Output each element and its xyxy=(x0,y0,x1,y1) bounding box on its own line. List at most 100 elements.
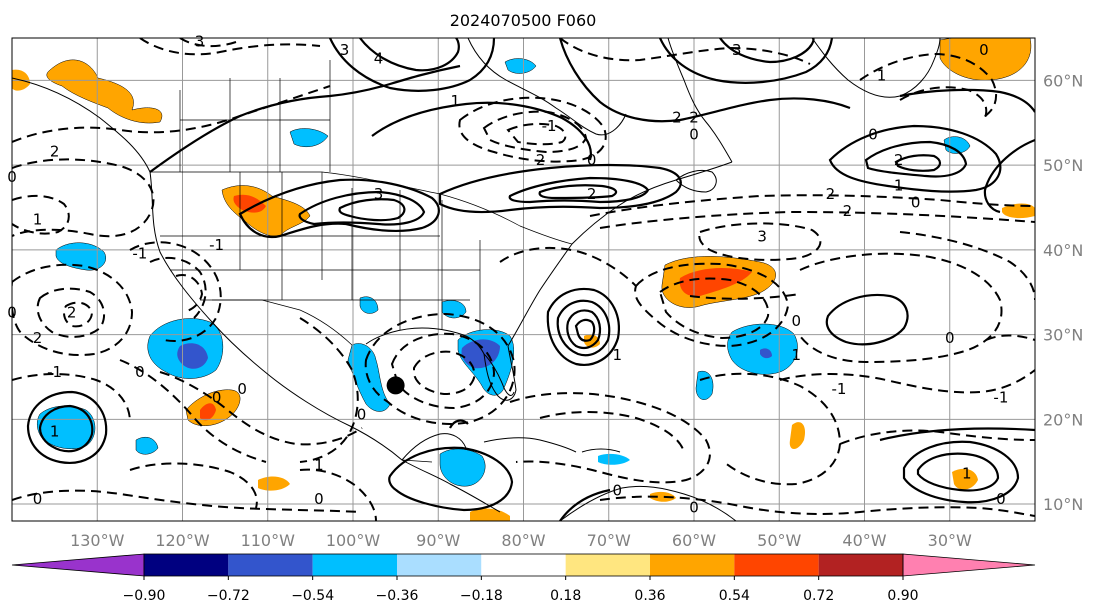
contour-value-label: 2 xyxy=(536,151,546,169)
latitude-label: 20°N xyxy=(1043,410,1083,429)
colorbar-outline xyxy=(143,553,904,577)
province-lines xyxy=(179,60,331,172)
contour-value-label: 3 xyxy=(757,227,767,245)
contour-dash-north-canada xyxy=(559,38,811,65)
contour-value-label: 2 xyxy=(67,304,77,322)
shade-strong-central-atlantic xyxy=(760,348,772,359)
contour-value-label: 1 xyxy=(792,346,802,364)
contour-value-label: 0 xyxy=(792,312,802,330)
contour-dash-mid-atlantic-2 xyxy=(689,293,1035,394)
shade-negative-mississippi xyxy=(359,296,379,314)
shade-negative-mexico-inland xyxy=(135,437,159,455)
contour-mid-atlantic-ring xyxy=(825,293,909,346)
contour-dash-pacific-nw-1 xyxy=(12,85,331,143)
shade-positive-greenland-east xyxy=(939,38,1032,81)
contour-value-label: 2 xyxy=(672,109,682,127)
coastline-south-america-north xyxy=(559,485,737,521)
contour-dash-gulf-ring-3 xyxy=(413,350,476,396)
longitude-label: 50°W xyxy=(757,531,801,550)
shade-strong-rockies xyxy=(233,194,266,213)
colorbar-segment xyxy=(734,554,819,576)
shade-negative-bahamas xyxy=(598,453,630,465)
contour-value-label: 0 xyxy=(911,193,921,211)
shade-positive-east-atlantic xyxy=(952,468,978,490)
coastline-cuba xyxy=(483,437,577,453)
contour-dash-east-us xyxy=(499,246,637,287)
contour-dash-south-band xyxy=(599,495,1035,517)
contour-value-label: 2 xyxy=(843,202,853,220)
contour-dash-mexico-1 xyxy=(159,371,363,446)
contour-labrador-3 xyxy=(558,38,851,123)
contour-value-label: 2 xyxy=(33,329,43,347)
contour-ridge-ring-3 xyxy=(338,198,406,222)
border-us-mexico xyxy=(212,299,353,346)
latitude-label: 50°N xyxy=(1043,156,1083,175)
contour-value-label: 0 xyxy=(613,482,623,500)
border-us-canada xyxy=(150,171,573,245)
shade-negative-hudson xyxy=(504,58,537,74)
contour-dash-pacific-west-1 xyxy=(12,263,134,356)
contour-dash-hudson-2 xyxy=(482,110,588,154)
contour-ridge-northwest xyxy=(149,64,461,173)
contour-ne-us-ring-2 xyxy=(508,176,650,204)
longitude-label: 90°W xyxy=(416,531,460,550)
contour-dash-mid-atlantic-1 xyxy=(799,252,1003,364)
colorbar-tick-label: 0.18 xyxy=(550,588,581,604)
longitude-label: 80°W xyxy=(501,531,545,550)
latitude-label: 60°N xyxy=(1043,71,1083,90)
colorbar-segment xyxy=(144,554,229,576)
contour-caribbean-south xyxy=(559,488,611,521)
contour-value-label: 0 xyxy=(357,405,367,423)
contour-value-label: 1 xyxy=(877,66,887,84)
map-area xyxy=(12,38,1035,521)
contour-value-label: -1 xyxy=(993,388,1008,406)
contour-value-label: 1 xyxy=(894,177,904,195)
contour-dash-greenland-2 xyxy=(899,86,988,121)
shade-positive-tropical-atlantic xyxy=(789,422,806,449)
storm-center-marker xyxy=(386,376,405,395)
contour-ridge-ring-2 xyxy=(298,190,426,226)
contour-value-label: 0 xyxy=(689,126,699,144)
coastline-yucatan xyxy=(401,433,467,461)
colorbar-segment xyxy=(818,554,903,576)
contour-value-label: -1 xyxy=(831,380,846,398)
coastline-florida xyxy=(483,353,515,396)
contour-value-label: 0 xyxy=(945,329,955,347)
coastline-hispaniola xyxy=(581,448,621,453)
contour-east-north xyxy=(899,88,1035,214)
contour-value-label: 1 xyxy=(33,210,43,228)
contour-dash-greenland-1 xyxy=(859,52,998,119)
colorbar-segment xyxy=(312,554,397,576)
contour-dash-atlantic-ring-1 xyxy=(698,222,822,261)
shaded-positive-regions xyxy=(12,38,1035,521)
shade-strong-baja xyxy=(200,403,216,421)
colorbar-tick-labels: −0.90 −0.72 −0.54 −0.36 −0.18 0.18 0.36 0.54 0.7… xyxy=(123,576,919,604)
contour-dash-caribbean-2 xyxy=(539,411,685,453)
contour-value-label: 4 xyxy=(374,49,384,67)
shade-negative-caribbean xyxy=(439,448,486,487)
contour-value-label: 0 xyxy=(135,363,145,381)
colorbar-segment xyxy=(228,554,313,576)
contours-negative xyxy=(12,38,1035,521)
latitude-label: 40°N xyxy=(1043,241,1083,260)
longitude-label: 40°W xyxy=(842,531,886,550)
contour-value-label: 3 xyxy=(340,41,350,59)
longitude-label: 110°W xyxy=(241,531,296,550)
shade-negative-canada-west xyxy=(289,128,329,147)
contour-dash-hudson-1 xyxy=(458,96,607,163)
longitude-label: 120°W xyxy=(155,531,210,550)
contour-value-label: 0 xyxy=(979,41,989,59)
contour-value-label: -1 xyxy=(47,363,62,381)
contour-value-label: 2 xyxy=(50,143,60,161)
contour-value-label: 0 xyxy=(314,490,324,508)
latitude-labels: 10°N 20°N 30°N 40°N 50°N 60°N xyxy=(1043,71,1083,514)
contour-ridge-ring-1 xyxy=(238,178,440,239)
contour-value-label: 2 xyxy=(826,185,836,203)
contour-value-label: 1 xyxy=(314,456,324,474)
colorbar-segment xyxy=(481,554,566,576)
colorbar-tick-label: 0.36 xyxy=(634,588,665,604)
colorbar-segment xyxy=(650,554,735,576)
contour-dash-pacific-south xyxy=(12,373,361,513)
